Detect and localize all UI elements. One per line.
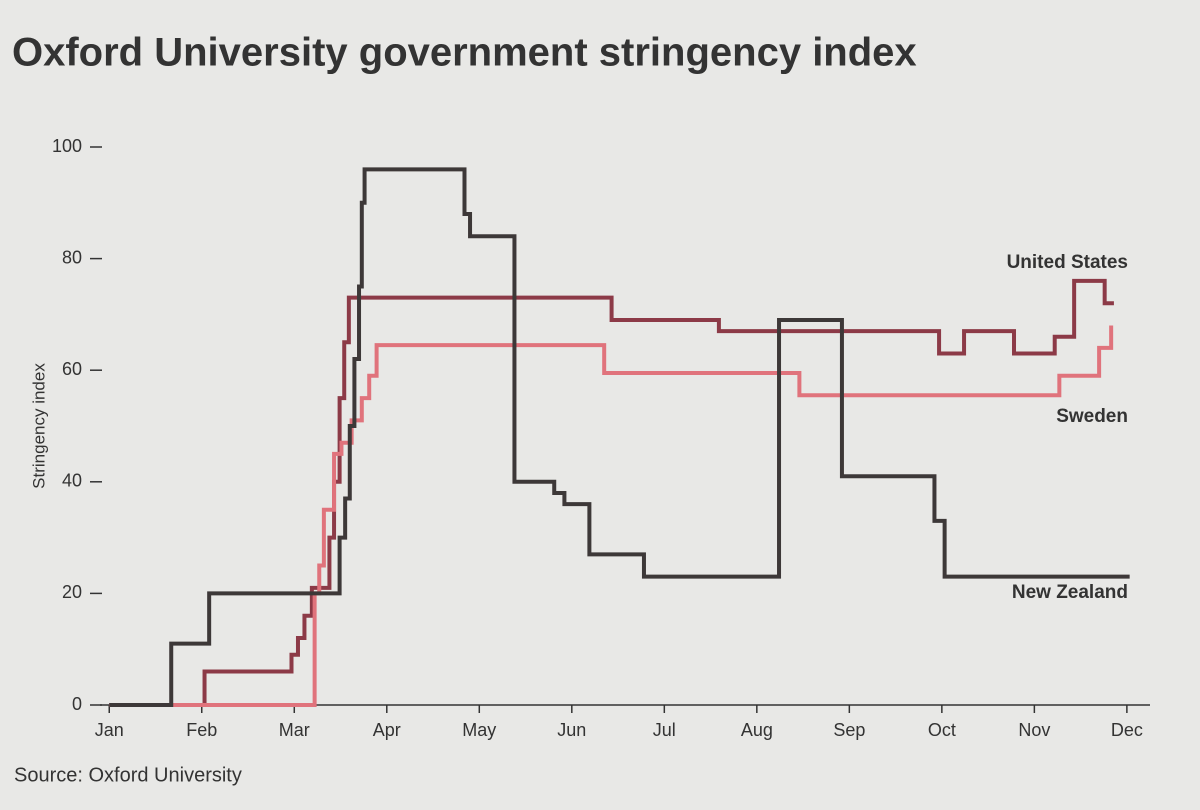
y-tick-label: 60	[62, 359, 82, 379]
x-tick-label: Nov	[1018, 720, 1050, 740]
x-tick-label: Feb	[186, 720, 217, 740]
y-tick-label: 80	[62, 247, 82, 267]
x-tick-label: Sep	[833, 720, 865, 740]
series-line	[109, 325, 1114, 707]
y-tick-label: 100	[52, 136, 82, 156]
x-tick-label: Jun	[557, 720, 586, 740]
x-tick-label: May	[462, 720, 496, 740]
chart-title: Oxford University government stringency …	[12, 31, 917, 75]
y-axis-label: Stringency index	[29, 363, 48, 489]
x-tick-label: Apr	[373, 720, 401, 740]
x-tick-label: Oct	[928, 720, 956, 740]
legend-label: Sweden	[1056, 406, 1128, 427]
x-tick-label: Dec	[1111, 720, 1143, 740]
x-tick-label: Jan	[95, 720, 124, 740]
x-tick-label: Mar	[279, 720, 310, 740]
x-tick-label: Aug	[741, 720, 773, 740]
y-tick-label: 0	[72, 694, 82, 714]
x-tick-label: Jul	[653, 720, 676, 740]
y-tick-label: 40	[62, 471, 82, 491]
legend-label: United States	[1007, 252, 1128, 273]
source: Source: Oxford University	[14, 764, 242, 786]
series-line	[109, 278, 1114, 707]
legend-label: New Zealand	[1012, 582, 1128, 603]
y-tick-label: 20	[62, 582, 82, 602]
series-line	[109, 167, 1130, 707]
